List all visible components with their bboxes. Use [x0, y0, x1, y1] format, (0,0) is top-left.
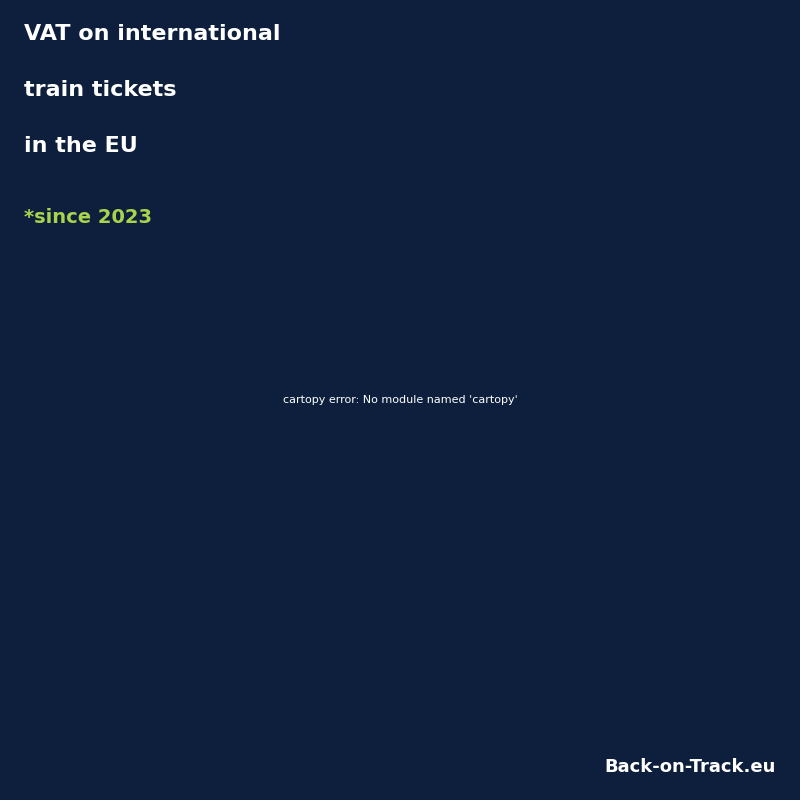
Text: *since 2023: *since 2023	[24, 208, 152, 227]
Text: cartopy error: No module named 'cartopy': cartopy error: No module named 'cartopy'	[282, 395, 518, 405]
Text: Back-on-Track.eu: Back-on-Track.eu	[605, 758, 776, 776]
Text: in the EU: in the EU	[24, 136, 138, 156]
Text: VAT on international: VAT on international	[24, 24, 281, 44]
Text: train tickets: train tickets	[24, 80, 177, 100]
